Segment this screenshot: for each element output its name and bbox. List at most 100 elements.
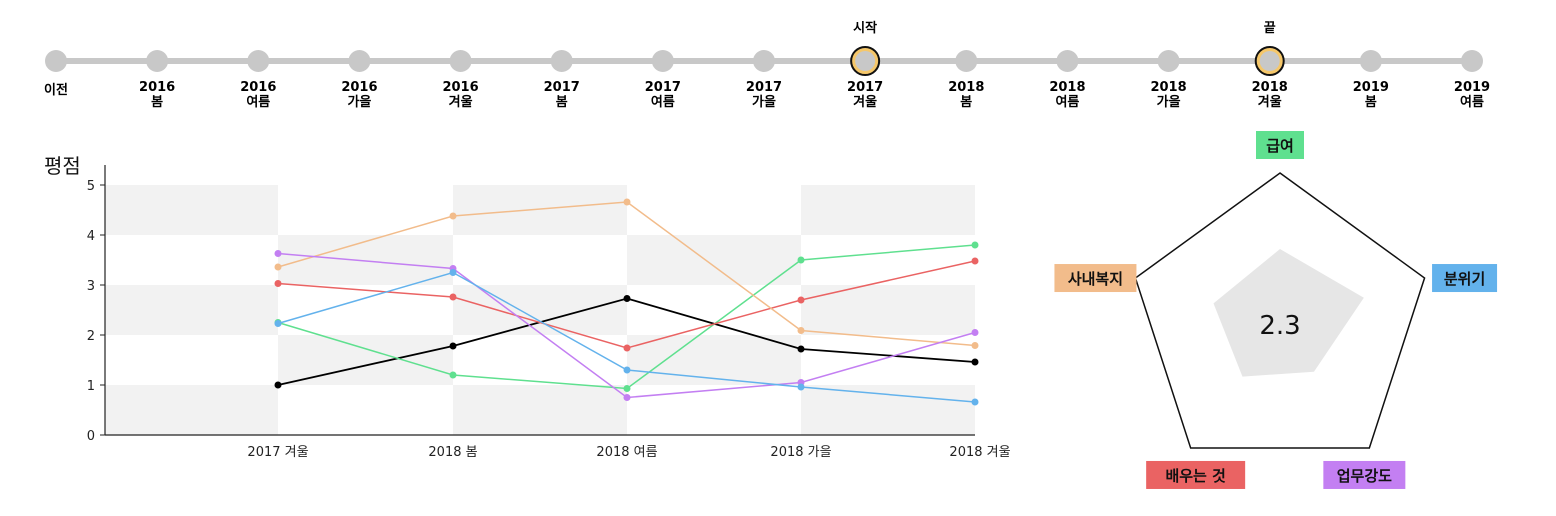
x-tick-label: 2018 여름 <box>596 445 657 460</box>
radar-label-text: 사내복지 <box>1068 270 1123 288</box>
x-tick-label: 2018 가을 <box>770 445 831 460</box>
timeline-period-year: 2017 <box>645 80 681 95</box>
timeline-node[interactable]: 이전 <box>44 50 68 98</box>
radar-label-text: 배우는 것 <box>1165 467 1226 485</box>
chart-axes: 0 1 2 3 4 5 2017 겨울 2018 봄 2018 여름 2018 가을 2018 겨울 <box>87 165 1011 460</box>
data-point <box>623 394 631 401</box>
timeline-period-season: 겨울 <box>449 94 473 110</box>
data-point <box>971 398 979 406</box>
grid-cell <box>105 385 278 435</box>
grid-cell <box>453 385 627 435</box>
radar-center-value: 2.3 <box>1259 311 1300 341</box>
radar-axis-label: 급여 <box>1256 131 1304 159</box>
data-point <box>797 256 805 264</box>
timeline-node-dot[interactable] <box>45 50 67 72</box>
y-tick-label: 2 <box>87 329 95 344</box>
data-point <box>274 263 282 271</box>
grid-cell <box>278 335 453 385</box>
timeline-period-season: 봄 <box>960 95 972 110</box>
timeline-node-dot[interactable] <box>449 50 472 72</box>
grid-cell <box>453 185 627 235</box>
timeline-node-dot[interactable] <box>753 50 775 72</box>
timeline-period-year: 2019 <box>1454 80 1490 95</box>
data-point <box>449 269 457 276</box>
timeline-period-year: 2018 <box>1049 80 1085 95</box>
radar-label-text: 분위기 <box>1444 270 1485 288</box>
timeline-node-dot[interactable] <box>1056 50 1079 72</box>
data-point <box>274 320 282 327</box>
data-point <box>971 257 979 265</box>
timeline-node-dot[interactable] <box>651 50 674 72</box>
data-point <box>623 385 631 392</box>
x-tick-label: 2018 봄 <box>428 445 477 460</box>
season-timeline[interactable]: 이전 2016봄2016여름2016가을2016겨울2017봄2017여름2017… <box>0 0 1556 120</box>
timeline-period-season: 봄 <box>556 95 568 110</box>
radar-label-text: 업무강도 <box>1337 467 1392 485</box>
timeline-node-dot[interactable] <box>1359 50 1382 72</box>
timeline-period-season: 겨울 <box>853 94 877 110</box>
data-point <box>971 358 979 366</box>
timeline-start-label: 시작 <box>853 20 877 36</box>
radar-value-area <box>1213 249 1364 377</box>
data-point <box>274 381 282 389</box>
timeline-period-season: 가을 <box>752 94 776 110</box>
timeline-node-dot[interactable] <box>550 50 573 72</box>
rating-line-chart: 평점 0 1 2 3 4 5 2017 겨울 2018 봄 2018 여름 2018 가을 2018… <box>44 154 1011 460</box>
grid-cell <box>105 185 278 235</box>
radar-label-box <box>1256 131 1304 159</box>
y-tick-label: 1 <box>87 379 95 394</box>
timeline-node-dot[interactable] <box>1259 51 1280 71</box>
x-tick-label: 2018 겨울 <box>949 445 1010 460</box>
radar-axis-label: 사내복지 <box>1054 264 1137 293</box>
timeline-period-year: 2018 <box>1150 80 1186 95</box>
data-point <box>274 250 282 257</box>
radar-label-box <box>1054 264 1137 293</box>
checkerboard-grid <box>105 185 975 435</box>
timeline-period-season: 봄 <box>1365 95 1377 110</box>
timeline-node-dot[interactable] <box>1157 50 1180 72</box>
timeline-node-dot[interactable] <box>855 51 876 71</box>
timeline-node-dot[interactable] <box>247 50 270 72</box>
grid-cell <box>801 285 975 335</box>
timeline-period-season: 가을 <box>347 94 371 110</box>
data-point <box>797 383 805 391</box>
radar-axis-label: 업무강도 <box>1323 460 1406 489</box>
timeline-period-season: 여름 <box>651 94 675 110</box>
timeline-period-year: 2017 <box>746 80 782 95</box>
timeline-node-dot[interactable] <box>955 50 978 72</box>
timeline-period-season: 겨울 <box>1258 94 1282 110</box>
timeline-node-dot[interactable] <box>348 50 371 72</box>
data-point <box>449 212 457 220</box>
data-point <box>449 371 457 379</box>
data-point <box>971 342 979 349</box>
series-group <box>274 269 979 406</box>
radar-label-box <box>1323 460 1406 489</box>
timeline-node-dot[interactable] <box>1461 50 1483 72</box>
timeline-period-year: 2016 <box>139 80 175 95</box>
timeline-period-season: 여름 <box>1055 94 1079 110</box>
radar-label-box <box>1432 264 1498 293</box>
y-tick-label: 0 <box>87 429 95 444</box>
grid-cell <box>105 285 278 335</box>
data-point <box>971 241 979 249</box>
timeline-node-dot[interactable] <box>146 50 169 72</box>
timeline-end-label: 끝 <box>1264 21 1276 36</box>
timeline-period-year: 2019 <box>1353 80 1389 95</box>
data-point <box>797 327 805 334</box>
timeline-period-year: 2017 <box>544 80 580 95</box>
